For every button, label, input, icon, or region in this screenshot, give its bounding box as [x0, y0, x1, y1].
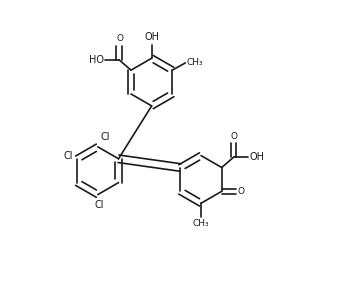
- Text: CH₃: CH₃: [193, 219, 209, 228]
- Text: OH: OH: [144, 32, 159, 42]
- Text: O: O: [237, 187, 244, 196]
- Text: Cl: Cl: [63, 152, 73, 161]
- Text: CH₃: CH₃: [187, 58, 203, 67]
- Text: HO: HO: [88, 55, 104, 65]
- Text: Cl: Cl: [95, 200, 104, 210]
- Text: O: O: [230, 132, 237, 141]
- Text: O: O: [116, 34, 123, 44]
- Text: OH: OH: [249, 152, 264, 162]
- Text: Cl: Cl: [101, 132, 110, 142]
